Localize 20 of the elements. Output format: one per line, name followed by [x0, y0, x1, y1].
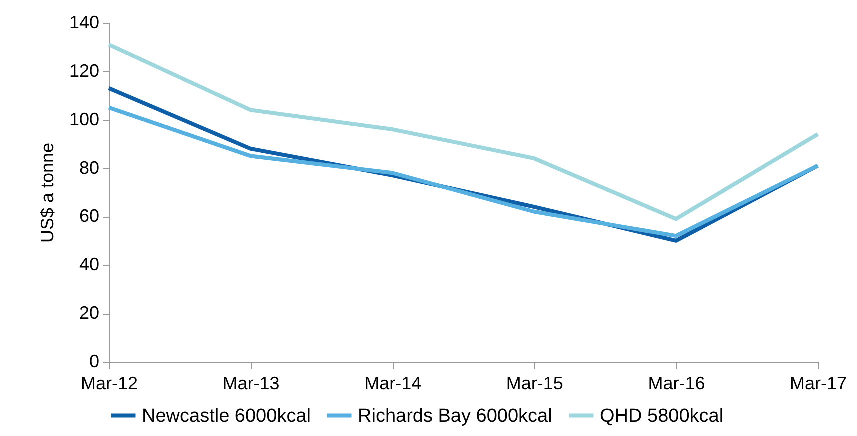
y-tick-label: 0: [89, 352, 100, 372]
line-series: [107, 42, 820, 222]
x-tick-label: Mar-17: [790, 374, 848, 394]
y-tick-label: 120: [69, 60, 100, 81]
y-axis-title: US$ a tonne: [37, 142, 58, 244]
x-tick-label: Mar-16: [648, 374, 706, 394]
legend-label: QHD 5800kcal: [600, 406, 724, 427]
x-tick-label: Mar-15: [506, 374, 564, 394]
legend-label: Richards Bay 6000kcal: [358, 406, 552, 427]
y-tick-label: 140: [69, 12, 100, 32]
x-tick-label: Mar-14: [364, 374, 422, 394]
y-tick-label: 60: [79, 206, 100, 226]
y-tick-label: 100: [69, 109, 100, 130]
y-tick-label: 20: [79, 303, 100, 324]
x-tick-label: Mar-13: [222, 374, 280, 394]
y-tick-label: 40: [79, 254, 100, 275]
legend-label: Newcastle 6000kcal: [142, 406, 311, 427]
x-tick-label: Mar-12: [80, 374, 138, 394]
y-tick-label: 80: [79, 158, 100, 178]
line-series: [107, 106, 820, 238]
